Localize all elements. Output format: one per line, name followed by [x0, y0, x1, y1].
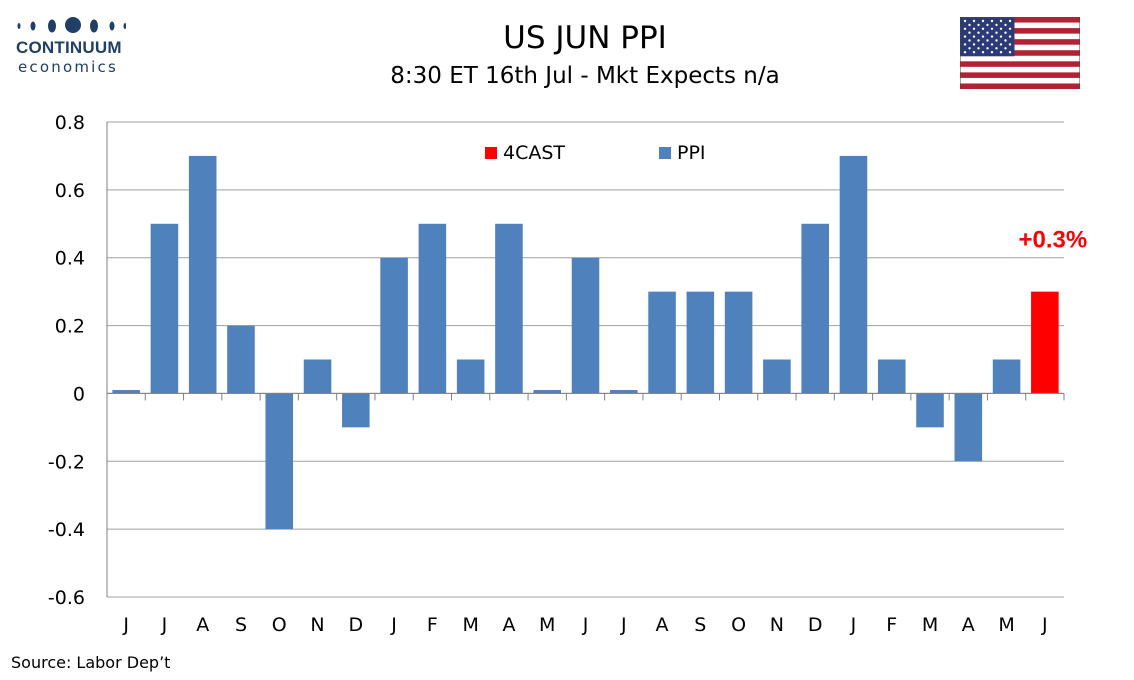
forecast-annotation: +0.3%	[1019, 227, 1088, 254]
x-tick-label: O	[731, 614, 746, 636]
y-tick-label: 0.6	[55, 180, 85, 202]
y-tick-label: 0.8	[55, 112, 85, 134]
ppi-bar	[112, 390, 140, 394]
ppi-bar	[954, 393, 983, 462]
y-tick-label: -0.6	[48, 587, 85, 609]
ppi-bar	[227, 325, 255, 394]
ppi-bar	[801, 223, 829, 394]
ppi-bar	[380, 257, 408, 394]
chart-title: US JUN PPI	[503, 20, 667, 56]
ppi-bar	[265, 393, 294, 530]
ppi-bar	[495, 223, 523, 394]
legend-swatch	[485, 147, 497, 159]
ppi-bar	[571, 257, 600, 394]
ppi-bar	[686, 291, 715, 394]
ppi-bar	[303, 359, 332, 394]
ppi-bar	[839, 155, 868, 394]
legend: 4CAST PPI	[485, 142, 706, 164]
forecast-bar	[1031, 291, 1059, 394]
x-tick-label: J	[850, 614, 857, 636]
x-tick-label: M	[539, 614, 555, 636]
x-tick-label: A	[962, 614, 975, 636]
x-tick-label: J	[161, 614, 168, 636]
x-tick-label: S	[694, 614, 706, 636]
ppi-bar	[342, 393, 370, 428]
ppi-bar	[992, 359, 1021, 394]
y-tick-label: 0	[73, 383, 85, 405]
x-tick-label: D	[808, 614, 823, 636]
x-tick-label: J	[390, 614, 397, 636]
x-tick-label: J	[620, 614, 627, 636]
ppi-bar	[877, 359, 906, 394]
y-tick-label: -0.2	[48, 451, 85, 473]
logo-subtitle: economics	[18, 58, 118, 76]
us-flag-icon	[960, 17, 1080, 89]
x-tick-label: A	[502, 614, 515, 636]
ppi-bar	[724, 291, 753, 394]
logo-name: CONTINUUM	[16, 38, 122, 57]
y-tick-label: -0.4	[48, 519, 85, 541]
source-note: Source: Labor Dep’t	[11, 653, 171, 672]
y-tick-label: 0.4	[55, 248, 85, 270]
x-tick-label: S	[235, 614, 247, 636]
ppi-bar	[916, 393, 944, 428]
logo-dots-icon	[17, 17, 126, 33]
y-tick-label: 0.2	[55, 316, 85, 338]
ppi-bar	[648, 291, 676, 394]
ppi-bar	[763, 359, 791, 394]
x-tick-label: N	[310, 614, 324, 636]
x-tick-label: J	[1041, 614, 1048, 636]
x-tick-label: F	[886, 614, 897, 636]
ppi-bar	[533, 390, 562, 394]
legend-label: 4CAST	[503, 142, 565, 164]
x-tick-label: F	[427, 614, 438, 636]
bars-layer	[112, 155, 1059, 530]
x-tick-label: D	[348, 614, 363, 636]
ppi-bar	[456, 359, 485, 394]
x-tick-label: A	[196, 614, 209, 636]
ppi-bar	[188, 155, 217, 394]
x-tick-label: J	[122, 614, 129, 636]
legend-swatch	[659, 147, 671, 159]
continuum-logo: CONTINUUM economics	[14, 14, 134, 78]
ppi-bar	[609, 390, 638, 394]
x-tick-label: N	[770, 614, 784, 636]
axis-layer: 0.8 0.6 0.4 0.2 0 -0.2 -0.4 -0.6 J J A S O N D J F M A M J J A…	[48, 112, 1087, 636]
ppi-bar	[150, 223, 179, 394]
x-tick-label: A	[656, 614, 669, 636]
x-tick-label: J	[582, 614, 589, 636]
ppi-bar	[418, 223, 447, 394]
x-tick-label: M	[462, 614, 478, 636]
chart-subtitle: 8:30 ET 16th Jul - Mkt Expects n/a	[390, 63, 780, 89]
legend-label: PPI	[677, 142, 706, 164]
x-tick-label: M	[998, 614, 1014, 636]
x-tick-label: O	[272, 614, 287, 636]
x-tick-label: M	[922, 614, 938, 636]
